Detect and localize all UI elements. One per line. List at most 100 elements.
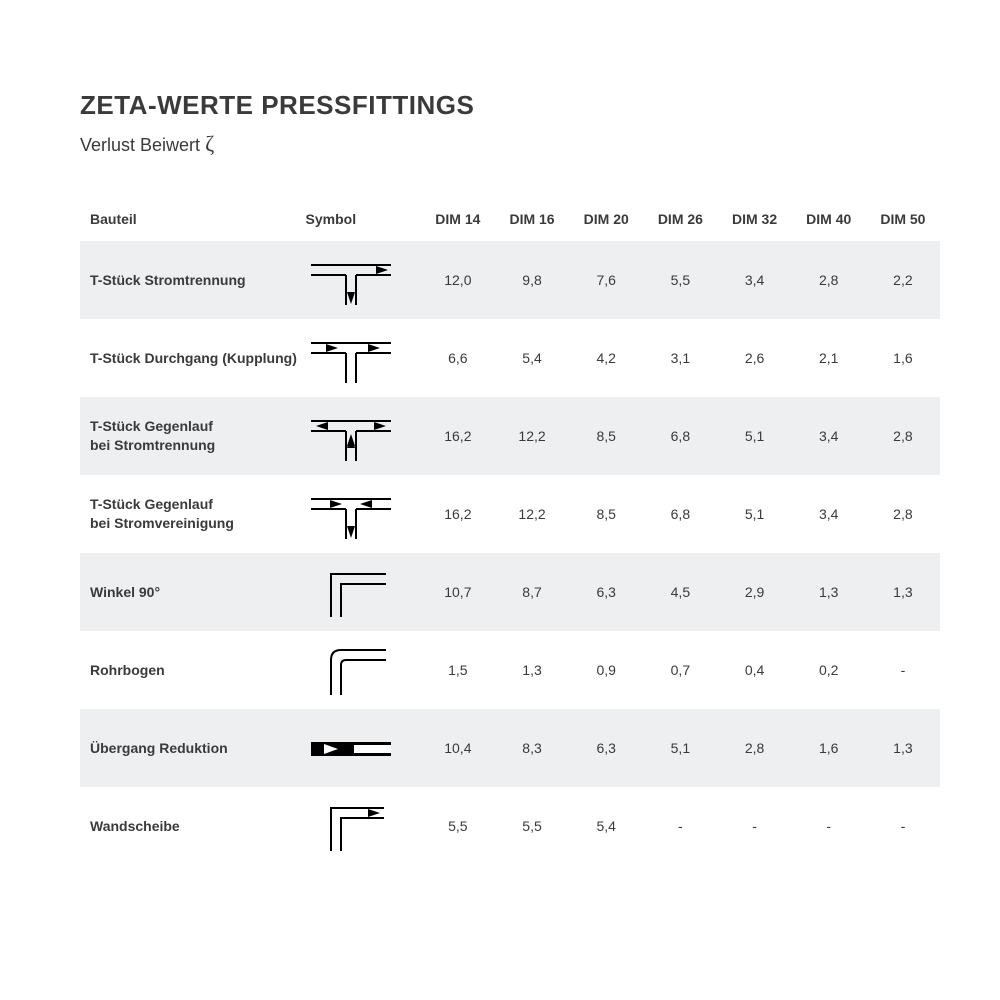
cell-value: 6,8	[643, 397, 717, 475]
tee-split-icon	[306, 250, 396, 310]
cell-value: 0,9	[569, 631, 643, 709]
cell-symbol	[306, 475, 421, 553]
table-row: T-Stück Stromtrennung12,09,87,65,53,42,8…	[80, 241, 940, 319]
cell-bauteil: T-Stück Stromtrennung	[80, 241, 306, 319]
cell-value: 16,2	[421, 397, 495, 475]
cell-value: 6,3	[569, 709, 643, 787]
table-row: T-Stück Gegenlaufbei Stromtrennung 16,212…	[80, 397, 940, 475]
zeta-table: Bauteil Symbol DIM 14 DIM 16 DIM 20 DIM …	[80, 197, 940, 865]
cell-value: 1,3	[495, 631, 569, 709]
cell-value: 1,5	[421, 631, 495, 709]
cell-value: 1,3	[792, 553, 866, 631]
cell-symbol	[306, 319, 421, 397]
th-dim40: DIM 40	[792, 197, 866, 241]
cell-value: 8,5	[569, 397, 643, 475]
cell-value: 8,5	[569, 475, 643, 553]
th-dim16: DIM 16	[495, 197, 569, 241]
table-row: Rohrbogen1,51,30,90,70,40,2-	[80, 631, 940, 709]
th-dim26: DIM 26	[643, 197, 717, 241]
pipe-bend-icon	[306, 640, 396, 700]
cell-value: 5,5	[643, 241, 717, 319]
cell-value: 10,7	[421, 553, 495, 631]
cell-value: 5,1	[643, 709, 717, 787]
table-row: Übergang Reduktion 10,48,36,35,12,81,61,3	[80, 709, 940, 787]
cell-value: -	[643, 787, 717, 865]
cell-value: 7,6	[569, 241, 643, 319]
cell-value: 1,3	[866, 553, 940, 631]
cell-value: 2,9	[717, 553, 791, 631]
cell-symbol	[306, 787, 421, 865]
cell-value: -	[866, 787, 940, 865]
table-row: T-Stück Gegenlaufbei Stromvereinigung 16,…	[80, 475, 940, 553]
page-title: ZETA-WERTE PRESSFITTINGS	[80, 90, 940, 121]
cell-bauteil: T-Stück Durchgang (Kupplung)	[80, 319, 306, 397]
tee-through-icon	[306, 328, 396, 388]
table-row: T-Stück Durchgang (Kupplung) 6,65,44,23,1…	[80, 319, 940, 397]
table-row: Wandscheibe5,55,55,4----	[80, 787, 940, 865]
cell-value: -	[717, 787, 791, 865]
cell-value: 3,4	[792, 397, 866, 475]
cell-value: 10,4	[421, 709, 495, 787]
cell-value: 2,8	[792, 241, 866, 319]
cell-value: 5,4	[495, 319, 569, 397]
cell-value: 3,1	[643, 319, 717, 397]
cell-value: 0,2	[792, 631, 866, 709]
cell-value: 0,4	[717, 631, 791, 709]
cell-value: 9,8	[495, 241, 569, 319]
zeta-symbol: ζ	[205, 131, 214, 156]
cell-value: 1,6	[866, 319, 940, 397]
cell-value: 5,1	[717, 475, 791, 553]
page: ZETA-WERTE PRESSFITTINGS Verlust Beiwert…	[0, 0, 1000, 865]
cell-bauteil: Winkel 90°	[80, 553, 306, 631]
cell-value: 5,4	[569, 787, 643, 865]
th-symbol: Symbol	[306, 197, 421, 241]
cell-value: 5,5	[421, 787, 495, 865]
cell-value: 5,5	[495, 787, 569, 865]
table-row: Winkel 90°10,78,76,34,52,91,31,3	[80, 553, 940, 631]
cell-value: 5,1	[717, 397, 791, 475]
table-body: T-Stück Stromtrennung12,09,87,65,53,42,8…	[80, 241, 940, 865]
cell-value: 12,2	[495, 397, 569, 475]
cell-value: 0,7	[643, 631, 717, 709]
th-dim20: DIM 20	[569, 197, 643, 241]
cell-symbol	[306, 709, 421, 787]
cell-value: 6,3	[569, 553, 643, 631]
wall-disc-icon	[306, 796, 396, 856]
cell-value: -	[792, 787, 866, 865]
cell-value: 2,8	[866, 475, 940, 553]
cell-value: 12,2	[495, 475, 569, 553]
th-dim50: DIM 50	[866, 197, 940, 241]
cell-value: 2,8	[717, 709, 791, 787]
page-subtitle: Verlust Beiwert ζ	[80, 131, 940, 157]
cell-value: 4,5	[643, 553, 717, 631]
cell-bauteil: Übergang Reduktion	[80, 709, 306, 787]
cell-symbol	[306, 631, 421, 709]
cell-value: 8,7	[495, 553, 569, 631]
cell-value: 2,6	[717, 319, 791, 397]
cell-value: 3,4	[792, 475, 866, 553]
cell-value: 8,3	[495, 709, 569, 787]
cell-value: 16,2	[421, 475, 495, 553]
cell-bauteil: Rohrbogen	[80, 631, 306, 709]
tee-counter-split-icon	[306, 406, 396, 466]
cell-symbol	[306, 241, 421, 319]
cell-value: 2,8	[866, 397, 940, 475]
tee-counter-merge-icon	[306, 484, 396, 544]
cell-value: 4,2	[569, 319, 643, 397]
table-header-row: Bauteil Symbol DIM 14 DIM 16 DIM 20 DIM …	[80, 197, 940, 241]
cell-bauteil: T-Stück Gegenlaufbei Stromvereinigung	[80, 475, 306, 553]
cell-symbol	[306, 397, 421, 475]
angle-90-icon	[306, 562, 396, 622]
reduction-icon	[306, 718, 396, 778]
cell-symbol	[306, 553, 421, 631]
cell-bauteil: T-Stück Gegenlaufbei Stromtrennung	[80, 397, 306, 475]
cell-value: 3,4	[717, 241, 791, 319]
cell-value: 1,6	[792, 709, 866, 787]
cell-value: 1,3	[866, 709, 940, 787]
cell-value: 6,6	[421, 319, 495, 397]
cell-value: 6,8	[643, 475, 717, 553]
th-bauteil: Bauteil	[80, 197, 306, 241]
cell-value: 2,2	[866, 241, 940, 319]
cell-value: 2,1	[792, 319, 866, 397]
th-dim32: DIM 32	[717, 197, 791, 241]
